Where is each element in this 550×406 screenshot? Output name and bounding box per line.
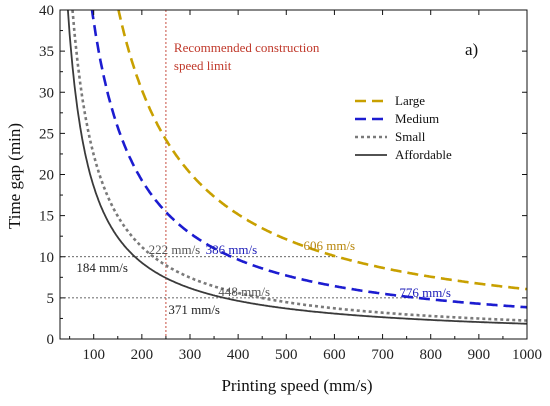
speed-annotation: 371 mm/s xyxy=(168,302,220,317)
y-tick-label: 10 xyxy=(39,250,54,266)
x-tick-label: 500 xyxy=(275,347,298,363)
speed-annotation: 222 mm/s xyxy=(149,242,201,257)
speed-limit-label-line2: speed limit xyxy=(174,58,232,73)
x-tick-label: 400 xyxy=(227,347,250,363)
x-tick-label: 600 xyxy=(323,347,346,363)
y-tick-label: 20 xyxy=(39,168,54,184)
speed-annotation: 448 mm/s xyxy=(218,284,270,299)
x-tick-label: 200 xyxy=(131,347,154,363)
x-axis-title: Printing speed (mm/s) xyxy=(221,376,372,395)
y-tick-label: 15 xyxy=(39,209,54,225)
legend-label-affordable: Affordable xyxy=(395,147,452,162)
series-line-medium xyxy=(90,10,527,309)
legend-label-small: Small xyxy=(395,129,426,144)
speed-limit-label-line1: Recommended construction xyxy=(174,40,320,55)
y-tick-label: 30 xyxy=(39,85,54,101)
y-tick-label: 0 xyxy=(47,332,55,348)
y-tick-label: 5 xyxy=(47,291,55,307)
x-tick-label: 800 xyxy=(419,347,442,363)
speed-annotation: 386 mm/s xyxy=(206,242,258,257)
legend-label-large: Large xyxy=(395,93,425,108)
series-line-affordable xyxy=(66,10,527,325)
x-tick-label: 700 xyxy=(371,347,394,363)
speed-annotation: 776 mm/s xyxy=(399,285,451,300)
x-tick-label: 300 xyxy=(179,347,202,363)
speed-annotation: 606 mm/s xyxy=(303,238,355,253)
x-tick-label: 100 xyxy=(82,347,105,363)
plot-area xyxy=(60,10,527,339)
panel-label: a) xyxy=(465,40,478,59)
x-tick-label: 1000 xyxy=(512,347,542,363)
y-axis-title: Time gap (min) xyxy=(5,123,24,229)
x-tick-label: 900 xyxy=(468,347,491,363)
y-tick-label: 40 xyxy=(39,3,54,19)
series-line-large xyxy=(117,10,527,291)
speed-annotation: 184 mm/s xyxy=(76,260,128,275)
y-tick-label: 25 xyxy=(39,126,54,142)
annotations: Recommended construction speed limit 606 m… xyxy=(76,40,451,317)
legend: Large Medium Small Affordable xyxy=(355,93,452,162)
axes: 100 200 300 400 500 600 700 800 900 1000 0 5 10 15 20 2… xyxy=(39,3,542,363)
legend-label-medium: Medium xyxy=(395,111,439,126)
series-line-small xyxy=(71,10,527,322)
y-tick-label: 35 xyxy=(39,44,54,60)
